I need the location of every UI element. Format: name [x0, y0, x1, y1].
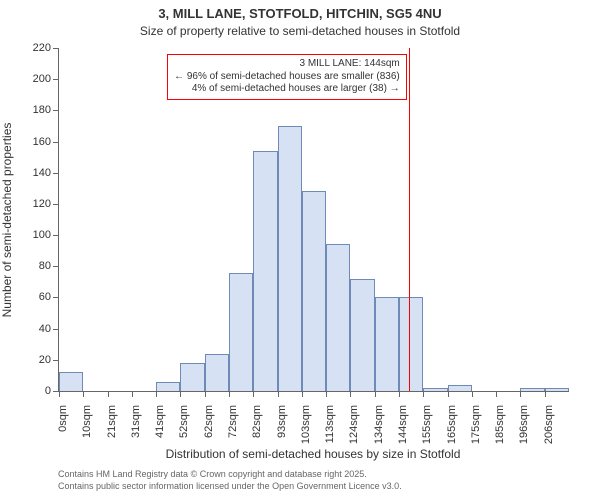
y-tick-label: 20 [39, 354, 51, 366]
x-tick [180, 391, 181, 397]
x-tick [205, 391, 206, 397]
x-tick [326, 391, 327, 397]
histogram-bar [399, 297, 423, 391]
y-tick-label: 200 [33, 73, 51, 85]
y-tick [53, 329, 59, 330]
histogram-bar [448, 385, 472, 391]
y-tick [53, 235, 59, 236]
y-tick [53, 266, 59, 267]
x-tick-label: 62sqm [203, 405, 215, 438]
x-tick [472, 391, 473, 397]
x-tick-label: 206sqm [543, 405, 555, 444]
y-tick [53, 110, 59, 111]
histogram-bar [205, 354, 229, 391]
histogram-bar [375, 297, 399, 391]
x-tick [302, 391, 303, 397]
x-tick [83, 391, 84, 397]
x-tick-label: 52sqm [178, 405, 190, 438]
x-tick-label: 103sqm [300, 405, 312, 444]
y-tick [53, 79, 59, 80]
x-tick-label: 21sqm [106, 405, 118, 438]
chart-title-line2: Size of property relative to semi-detach… [0, 24, 600, 38]
x-axis-label: Distribution of semi-detached houses by … [58, 447, 568, 461]
y-tick-label: 0 [45, 385, 51, 397]
x-tick-label: 155sqm [421, 405, 433, 444]
x-tick-label: 93sqm [276, 405, 288, 438]
x-tick-label: 185sqm [494, 405, 506, 444]
annotation-box: 3 MILL LANE: 144sqm← 96% of semi-detache… [167, 54, 407, 100]
y-tick [53, 173, 59, 174]
footer-line1: Contains HM Land Registry data © Crown c… [58, 469, 402, 481]
x-tick [520, 391, 521, 397]
x-tick-label: 10sqm [81, 405, 93, 438]
histogram-bar [156, 382, 180, 391]
x-tick [448, 391, 449, 397]
y-tick-label: 140 [33, 167, 51, 179]
histogram-bar [253, 151, 277, 391]
y-axis-label: Number of semi-detached properties [0, 122, 14, 317]
y-tick-label: 100 [33, 229, 51, 241]
histogram-bar [302, 191, 326, 391]
histogram-bar [520, 388, 544, 391]
y-tick [53, 204, 59, 205]
x-tick-label: 124sqm [348, 405, 360, 444]
histogram-bar [229, 273, 253, 391]
chart-title-line1: 3, MILL LANE, STOTFOLD, HITCHIN, SG5 4NU [0, 6, 600, 21]
x-tick [229, 391, 230, 397]
y-tick-label: 220 [33, 42, 51, 54]
histogram-bar [423, 388, 447, 391]
x-tick-label: 31sqm [130, 405, 142, 438]
x-tick [545, 391, 546, 397]
x-tick [132, 391, 133, 397]
y-tick [53, 360, 59, 361]
annotation-line2: ← 96% of semi-detached houses are smalle… [174, 71, 400, 84]
y-tick [53, 142, 59, 143]
y-tick-label: 40 [39, 323, 51, 335]
chart-container: 3, MILL LANE, STOTFOLD, HITCHIN, SG5 4NU… [0, 0, 600, 500]
reference-line [409, 48, 410, 391]
x-tick-label: 82sqm [251, 405, 263, 438]
annotation-line3: 4% of semi-detached houses are larger (3… [174, 83, 400, 96]
x-tick-label: 72sqm [227, 405, 239, 438]
y-tick-label: 80 [39, 260, 51, 272]
plot-area: 0204060801001201401601802002200sqm10sqm2… [58, 48, 569, 392]
x-tick-label: 0sqm [57, 405, 69, 432]
y-tick-label: 60 [39, 291, 51, 303]
histogram-bar [350, 279, 374, 391]
x-tick-label: 165sqm [446, 405, 458, 444]
x-tick [423, 391, 424, 397]
x-tick-label: 144sqm [397, 405, 409, 444]
histogram-bar [278, 126, 302, 391]
y-tick-label: 120 [33, 198, 51, 210]
histogram-bar [326, 244, 350, 391]
annotation-line1: 3 MILL LANE: 144sqm [174, 58, 400, 71]
x-tick-label: 196sqm [518, 405, 530, 444]
x-tick-label: 175sqm [470, 405, 482, 444]
histogram-bar [180, 363, 204, 391]
x-tick-label: 113sqm [324, 405, 336, 443]
footer-line2: Contains public sector information licen… [58, 481, 402, 493]
histogram-bar [59, 372, 83, 391]
x-tick [156, 391, 157, 397]
x-tick [253, 391, 254, 397]
x-tick-label: 41sqm [154, 405, 166, 438]
x-tick [399, 391, 400, 397]
x-tick [59, 391, 60, 397]
x-tick-label: 134sqm [373, 405, 385, 444]
histogram-bar [545, 388, 569, 391]
x-tick [350, 391, 351, 397]
footer-attribution: Contains HM Land Registry data © Crown c… [58, 469, 402, 492]
y-tick-label: 180 [33, 104, 51, 116]
y-tick [53, 297, 59, 298]
x-tick [496, 391, 497, 397]
y-tick [53, 48, 59, 49]
x-tick [278, 391, 279, 397]
x-tick [375, 391, 376, 397]
x-tick [108, 391, 109, 397]
y-tick-label: 160 [33, 136, 51, 148]
